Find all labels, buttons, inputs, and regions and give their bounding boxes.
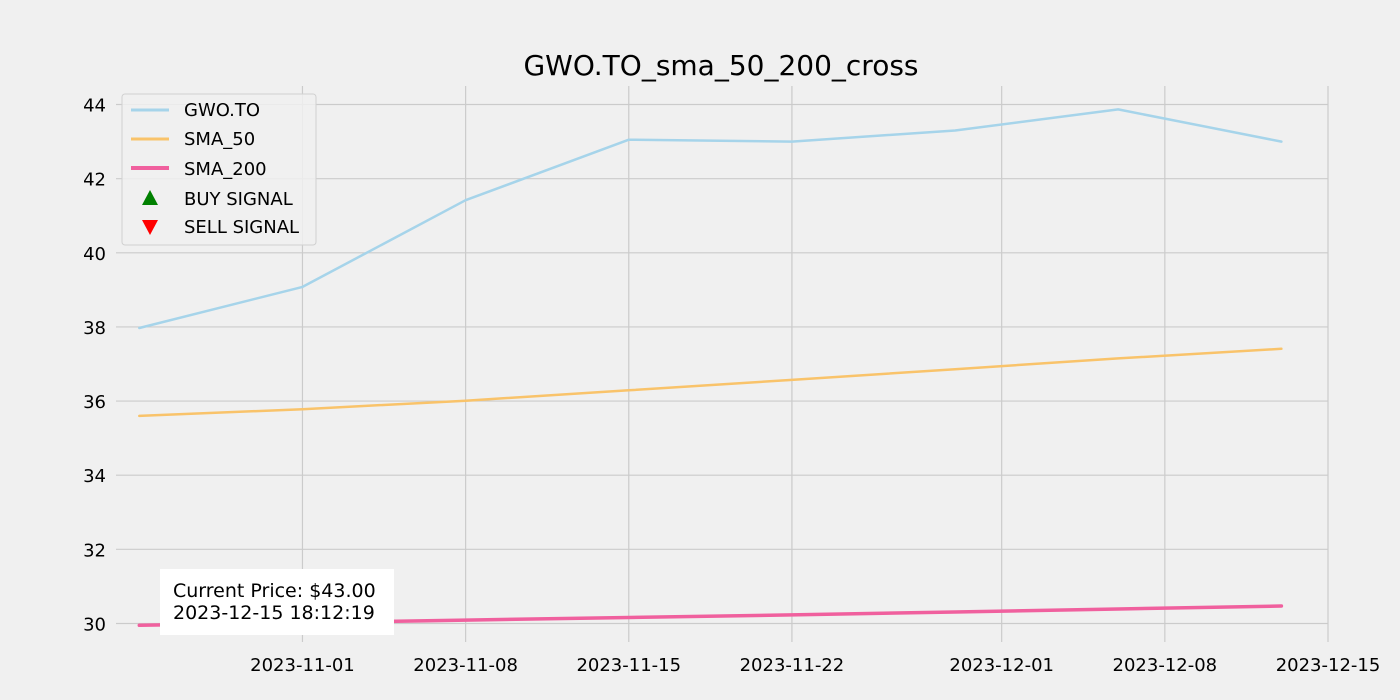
annotation-current-price: Current Price: $43.00: [173, 580, 376, 602]
chart-title: GWO.TO_sma_50_200_cross: [523, 49, 918, 82]
legend-label-buy: BUY SIGNAL: [184, 189, 293, 210]
x-tick-label: 2023-12-15: [1276, 655, 1381, 676]
legend-label-gwo: GWO.TO: [184, 100, 260, 121]
buy-signal-marker-icon: [142, 190, 158, 205]
y-tick-label: 30: [83, 614, 106, 635]
x-tick-label: 2023-11-08: [413, 655, 518, 676]
legend-box: [121, 93, 317, 246]
current-price-annotation: Current Price: $43.00 2023-12-15 18:12:1…: [160, 569, 394, 635]
legend-label-sma50: SMA_50: [184, 129, 255, 150]
x-tick-label: 2023-11-22: [740, 655, 845, 676]
x-tick-label: 2023-12-01: [949, 655, 1054, 676]
y-tick-label: 40: [83, 244, 106, 265]
series-line-gwo-to: [138, 108, 1283, 330]
axis-ticks: 30 32 34 36 38 40 42 44 2023-11-01 2023-11-08 2023…: [83, 96, 1380, 676]
x-tick-label: 2023-11-15: [576, 655, 681, 676]
y-tick-label: 34: [83, 466, 106, 487]
y-tick-label: 44: [83, 96, 106, 117]
y-tick-label: 38: [83, 318, 106, 339]
legend-label-sma200: SMA_200: [184, 159, 267, 180]
y-tick-label: 32: [83, 540, 106, 561]
sell-signal-marker-icon: [142, 220, 158, 235]
annotation-timestamp: 2023-12-15 18:12:19: [173, 602, 375, 624]
y-tick-label: 42: [83, 170, 106, 191]
x-tick-label: 2023-12-08: [1113, 655, 1218, 676]
y-tick-label: 36: [83, 392, 106, 413]
annotation-background: [160, 569, 394, 635]
legend: GWO.TO SMA_50 SMA_200 BUY SIGNAL SELL SI…: [121, 93, 317, 246]
x-tick-label: 2023-11-01: [250, 655, 355, 676]
series-line-sma-50: [138, 347, 1283, 418]
legend-label-sell: SELL SIGNAL: [184, 217, 299, 238]
